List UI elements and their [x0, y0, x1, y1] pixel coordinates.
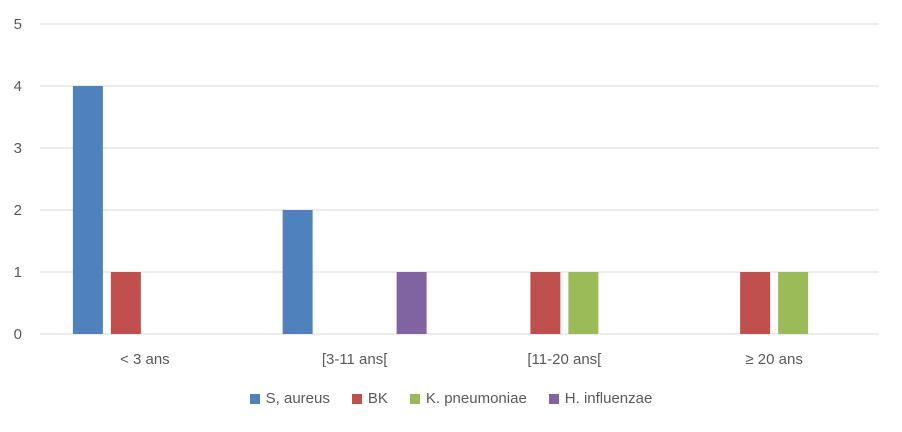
y-tick-label: 2 [14, 202, 22, 219]
y-tick-label: 4 [14, 78, 22, 95]
bars [72, 86, 809, 334]
bar-0-0 [72, 86, 103, 334]
legend-label: S, aureus [265, 390, 330, 407]
legend-item: K. pneumoniae [409, 390, 527, 407]
bar-2-2 [568, 272, 599, 334]
y-axis-ticks: 0 1 2 3 4 5 [14, 16, 22, 343]
legend-item: H. influenzae [548, 390, 653, 407]
gridlines [40, 23, 879, 335]
y-tick-label: 5 [14, 16, 22, 33]
category-label: [3-11 ans[ [322, 351, 388, 368]
legend-swatch [548, 393, 559, 404]
category-label: [11-20 ans[ [527, 351, 602, 368]
category-labels: < 3 ans [3-11 ans[ [11-20 ans[ ≥ 20 ans [120, 351, 803, 368]
legend-label: BK [367, 390, 388, 407]
bar-1-3 [396, 272, 427, 334]
bar-chart: 0 1 2 3 4 5 < 3 ans [3-11 ans[ [11-20 ans[ ≥ 20 … [14, 16, 879, 368]
legend-label: K. pneumoniae [425, 390, 527, 407]
category-label: < 3 ans [120, 351, 170, 368]
y-tick-label: 0 [14, 326, 22, 343]
legend-item: BK [351, 390, 388, 407]
legend-label: H. influenzae [564, 390, 653, 407]
bar-0-1 [110, 272, 141, 334]
category-label: ≥ 20 ans [745, 351, 802, 368]
bar-3-1 [740, 272, 771, 334]
legend-swatch [409, 393, 420, 404]
legend: S, aureus BK K. pneumoniae H. influenzae [0, 390, 902, 407]
bar-1-0 [282, 210, 313, 334]
bar-3-2 [778, 272, 809, 334]
legend-swatch [249, 393, 260, 404]
y-tick-label: 3 [14, 140, 22, 157]
y-tick-label: 1 [14, 264, 22, 281]
legend-swatch [351, 393, 362, 404]
bar-2-1 [530, 272, 561, 334]
legend-item: S, aureus [249, 390, 330, 407]
